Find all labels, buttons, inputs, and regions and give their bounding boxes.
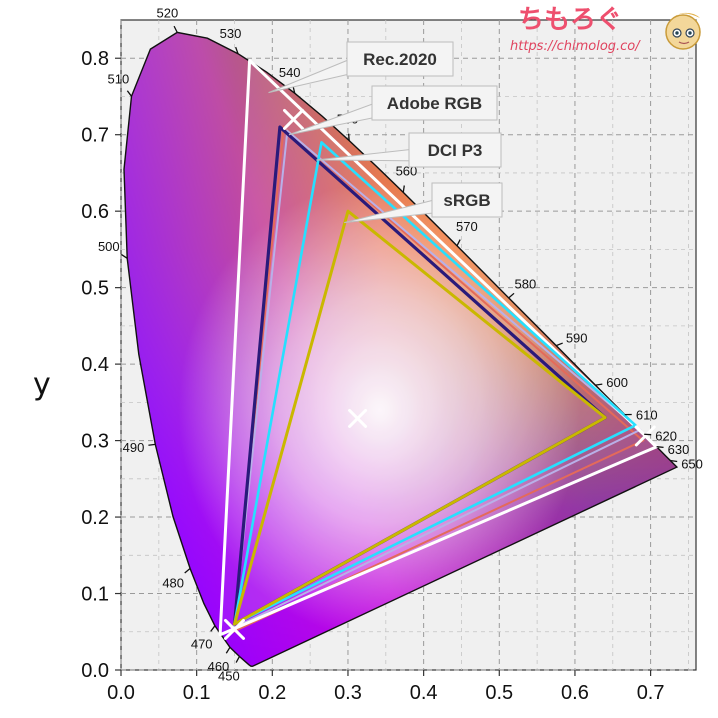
x-tick-label: 0.0 xyxy=(107,682,135,704)
y-tick-label: 0.1 xyxy=(81,584,109,606)
callout-pointer xyxy=(316,148,430,162)
wavelength-tick xyxy=(126,90,133,97)
y-tick-label: 0.4 xyxy=(81,354,109,376)
x-tick-label: 0.4 xyxy=(410,682,438,704)
wavelength-tick xyxy=(555,342,563,347)
wavelength-tick xyxy=(456,239,461,247)
gamut-triangle xyxy=(233,141,637,626)
wavelength-tick xyxy=(595,383,603,386)
callout-label: DCI P3 xyxy=(428,141,483,160)
wavelength-label: 480 xyxy=(162,576,184,591)
srgb-fill xyxy=(234,211,606,625)
wavelength-tick xyxy=(148,443,156,446)
wavelength-tick xyxy=(184,568,191,574)
wavelength-label: 540 xyxy=(279,65,301,80)
x-tick-label: 0.5 xyxy=(485,682,513,704)
gamut-callouts: Rec.2020 Adobe RGB DCI P3 sRGB xyxy=(268,41,503,224)
x-tick-label: 0.3 xyxy=(334,682,362,704)
wavelength-tick xyxy=(292,86,296,94)
wavelength-label: 500 xyxy=(98,239,120,254)
y-tick-label: 0.7 xyxy=(81,125,109,147)
wavelength-label: 570 xyxy=(456,219,478,234)
axis-tick-labels: 0.0 0.1 0.2 0.3 0.4 0.5 0.6 0.7 0.0 0.1 0.2 0.3 0.4 0… xyxy=(81,48,664,704)
primary-markers xyxy=(223,108,656,640)
wavelength-tick xyxy=(210,625,216,632)
callout-box xyxy=(346,41,454,77)
primary-marker xyxy=(283,108,304,130)
site-logo: ちもろぐ https://chimolog.co/ xyxy=(510,5,701,54)
wavelength-label: 600 xyxy=(606,375,628,390)
y-axis-label: y xyxy=(33,367,51,402)
wavelength-label: 610 xyxy=(636,407,658,422)
wavelength-tick xyxy=(235,656,241,663)
x-tick-label: 0.7 xyxy=(637,682,665,704)
primary-marker xyxy=(223,618,245,640)
wavelength-label: 650 xyxy=(681,457,703,472)
y-tick-label: 0.6 xyxy=(81,201,109,223)
callout-pointer xyxy=(268,57,368,94)
wavelength-label: 630 xyxy=(668,442,690,457)
wavelength-tick xyxy=(347,133,350,141)
y-tick-label: 0.2 xyxy=(81,507,109,529)
wavelength-tick xyxy=(656,446,664,449)
mascot-icon xyxy=(665,12,701,50)
y-tick-label: 0.8 xyxy=(81,48,109,70)
x-tick-label: 0.2 xyxy=(258,682,286,704)
y-tick-label: 0.5 xyxy=(81,278,109,300)
white-point-marker xyxy=(348,408,368,428)
wavelength-tick xyxy=(235,46,239,54)
wavelength-labels: 4504604704804905005105205305405505605705… xyxy=(98,6,703,684)
callout-box xyxy=(431,182,503,218)
wavelength-label: 460 xyxy=(208,659,230,674)
gamut-triangle xyxy=(218,59,659,637)
callout-pointer xyxy=(344,198,453,224)
gamut-triangle xyxy=(233,209,607,626)
wavelength-tick xyxy=(173,25,178,33)
site-url: https://chimolog.co/ xyxy=(510,39,641,54)
site-name: ちもろぐ xyxy=(518,5,622,35)
wavelength-tick xyxy=(670,459,678,463)
wavelength-tick xyxy=(508,292,515,299)
wavelength-label: 510 xyxy=(108,72,130,87)
x-tick-label: 0.1 xyxy=(183,682,211,704)
wavelength-tick xyxy=(225,646,231,654)
y-tick-label: 0.3 xyxy=(81,431,109,453)
gamut-triangles xyxy=(218,59,659,637)
wavelength-label: 580 xyxy=(515,276,537,291)
wavelength-label: 470 xyxy=(191,636,213,651)
rec2020-fill xyxy=(220,60,657,635)
x-tick-label: 0.6 xyxy=(561,682,589,704)
wavelength-label: 450 xyxy=(218,669,240,684)
callout-label: sRGB xyxy=(443,191,490,210)
primary-marker xyxy=(634,425,656,447)
y-tick-label: 0.0 xyxy=(81,660,109,682)
callout-label: Rec.2020 xyxy=(363,50,437,69)
wavelength-label: 520 xyxy=(156,6,178,21)
wavelength-label: 490 xyxy=(123,440,145,455)
callout-label: Adobe RGB xyxy=(387,94,482,113)
wavelength-label: 530 xyxy=(220,26,242,41)
wavelength-tick xyxy=(402,185,405,193)
wavelength-tick xyxy=(120,253,128,259)
wavelength-label: 620 xyxy=(655,429,677,444)
measured-gamut-triangle xyxy=(232,128,642,630)
wavelength-label: 590 xyxy=(566,331,588,346)
callout-box xyxy=(408,132,502,168)
callout-pointer xyxy=(288,101,393,136)
callout-box xyxy=(371,85,498,121)
